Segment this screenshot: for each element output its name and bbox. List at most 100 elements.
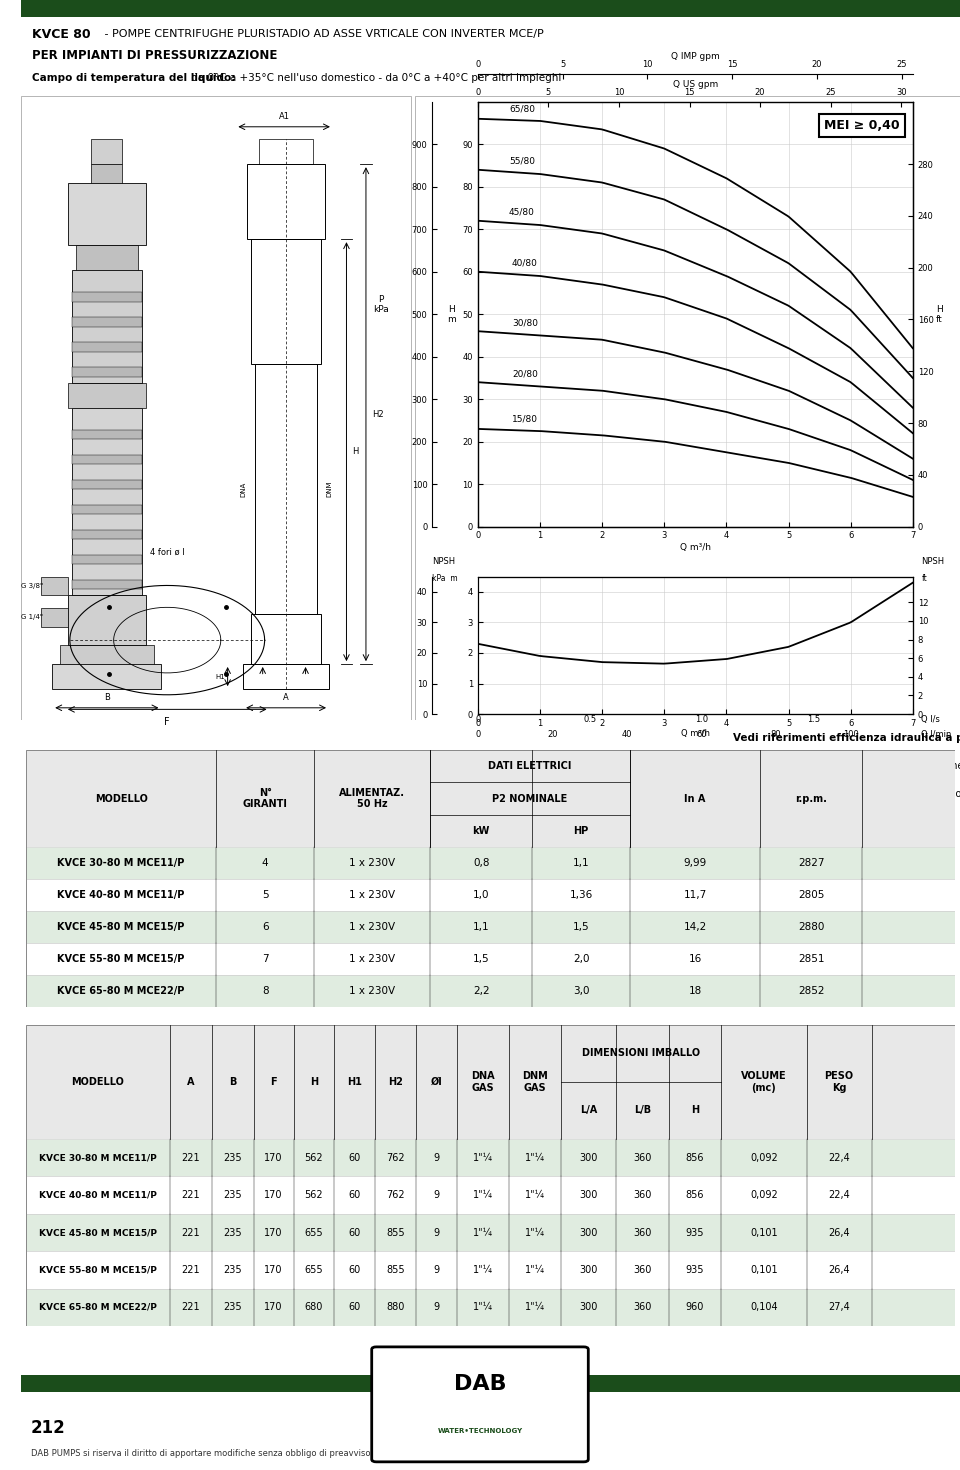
Text: 2,2: 2,2 xyxy=(473,986,490,997)
Text: KVCE 45-80 M MCE15/P: KVCE 45-80 M MCE15/P xyxy=(39,1227,156,1238)
Y-axis label: P
kPa: P kPa xyxy=(373,295,389,315)
Text: 0,104: 0,104 xyxy=(750,1302,778,1313)
Text: 2852: 2852 xyxy=(798,986,825,997)
Text: A1: A1 xyxy=(278,112,290,121)
Text: 1"¼: 1"¼ xyxy=(525,1191,545,1200)
Text: 360: 360 xyxy=(634,1264,652,1274)
Bar xyxy=(40,609,68,626)
Text: PER IMPIANTI DI PRESSURIZZAZIONE: PER IMPIANTI DI PRESSURIZZAZIONE xyxy=(33,49,277,62)
Bar xyxy=(72,529,142,539)
Text: 855: 855 xyxy=(387,1264,405,1274)
Text: P2 NOMINALE: P2 NOMINALE xyxy=(492,794,567,804)
Text: 856: 856 xyxy=(685,1152,705,1163)
Text: Vedi riferimenti efficienza idraulica a pag. 241: Vedi riferimenti efficienza idraulica a … xyxy=(733,732,960,742)
Text: 9: 9 xyxy=(434,1191,440,1200)
Text: G 3/8": G 3/8" xyxy=(21,584,43,589)
Text: 935: 935 xyxy=(685,1264,705,1274)
Bar xyxy=(259,140,313,165)
Text: 0,092: 0,092 xyxy=(750,1152,778,1163)
Text: Q l/min: Q l/min xyxy=(922,729,952,738)
Text: 1"¼: 1"¼ xyxy=(473,1227,493,1238)
Text: 300: 300 xyxy=(580,1227,598,1238)
Text: 80: 80 xyxy=(771,729,781,738)
Text: ALIMENTAZ.
50 Hz: ALIMENTAZ. 50 Hz xyxy=(339,788,405,810)
Text: KVCE 65-80 M MCE22/P: KVCE 65-80 M MCE22/P xyxy=(39,1302,156,1311)
Text: 1"¼: 1"¼ xyxy=(525,1227,545,1238)
Text: 562: 562 xyxy=(304,1152,324,1163)
Text: 60: 60 xyxy=(348,1264,361,1274)
Bar xyxy=(26,975,955,1007)
Text: HP: HP xyxy=(573,826,588,836)
Text: 1 mm²/s e densità pari a 1000 kg/m³. Tolleranza delle curve secondo ISO9906.: 1 mm²/s e densità pari a 1000 kg/m³. Tol… xyxy=(626,788,960,798)
Bar xyxy=(21,1376,960,1392)
Text: G 1/4": G 1/4" xyxy=(21,614,43,620)
Text: 40: 40 xyxy=(622,729,633,738)
Text: 170: 170 xyxy=(264,1152,283,1163)
Text: 1"¼: 1"¼ xyxy=(473,1191,493,1200)
Text: 6: 6 xyxy=(262,922,269,932)
Text: A: A xyxy=(283,692,289,701)
Text: 14,2: 14,2 xyxy=(684,922,707,932)
Text: 0,8: 0,8 xyxy=(473,858,490,869)
Text: POMPE CENTRIFUGHE ELETTRONICHE: POMPE CENTRIFUGHE ELETTRONICHE xyxy=(6,654,15,816)
Text: kPa  m: kPa m xyxy=(432,575,458,584)
Text: 221: 221 xyxy=(181,1264,201,1274)
Text: 680: 680 xyxy=(305,1302,324,1313)
Text: 1 x 230V: 1 x 230V xyxy=(349,858,396,869)
Text: 60: 60 xyxy=(348,1227,361,1238)
Text: 655: 655 xyxy=(304,1264,324,1274)
Text: N°
GIRANTI: N° GIRANTI xyxy=(243,788,288,810)
Bar xyxy=(72,407,142,595)
Text: 235: 235 xyxy=(224,1264,242,1274)
Text: 18: 18 xyxy=(688,986,702,997)
Text: 16: 16 xyxy=(688,954,702,964)
Text: 0,101: 0,101 xyxy=(750,1227,778,1238)
Text: 221: 221 xyxy=(181,1152,201,1163)
Text: 60: 60 xyxy=(348,1302,361,1313)
Text: 170: 170 xyxy=(264,1227,283,1238)
Text: - POMPE CENTRIFUGHE PLURISTADIO AD ASSE VRTICALE CON INVERTER MCE/P: - POMPE CENTRIFUGHE PLURISTADIO AD ASSE … xyxy=(101,29,543,40)
Text: 170: 170 xyxy=(264,1191,283,1200)
Text: 2805: 2805 xyxy=(798,891,825,900)
Text: 300: 300 xyxy=(580,1302,598,1313)
Text: 856: 856 xyxy=(685,1191,705,1200)
Text: 5: 5 xyxy=(262,891,269,900)
Text: 855: 855 xyxy=(387,1227,405,1238)
Text: 1"¼: 1"¼ xyxy=(473,1152,493,1163)
Text: 40/80: 40/80 xyxy=(512,259,538,268)
Text: H1: H1 xyxy=(215,673,225,679)
Text: 221: 221 xyxy=(181,1227,201,1238)
X-axis label: Q m³/h: Q m³/h xyxy=(680,544,710,553)
Text: H2: H2 xyxy=(389,1078,403,1086)
Text: H2: H2 xyxy=(372,410,383,419)
Text: KVCE 45-80 M MCE15/P: KVCE 45-80 M MCE15/P xyxy=(58,922,185,932)
X-axis label: Q IMP gpm: Q IMP gpm xyxy=(671,51,720,60)
Bar xyxy=(72,429,142,440)
Text: 1 x 230V: 1 x 230V xyxy=(349,891,396,900)
Text: 1,0: 1,0 xyxy=(473,891,490,900)
Text: 300: 300 xyxy=(580,1264,598,1274)
Text: 1 x 230V: 1 x 230V xyxy=(349,954,396,964)
Bar xyxy=(21,0,960,18)
Text: 9: 9 xyxy=(434,1264,440,1274)
Text: MEI ≥ 0,40: MEI ≥ 0,40 xyxy=(824,119,900,132)
Text: L/B: L/B xyxy=(634,1105,651,1116)
Text: H: H xyxy=(310,1078,318,1086)
Text: 1,1: 1,1 xyxy=(473,922,490,932)
Text: 1 x 230V: 1 x 230V xyxy=(349,922,396,932)
Text: 1"¼: 1"¼ xyxy=(525,1152,545,1163)
Bar xyxy=(26,1176,955,1214)
Text: 60: 60 xyxy=(348,1191,361,1200)
Text: 655: 655 xyxy=(304,1227,324,1238)
Text: 3,0: 3,0 xyxy=(573,986,589,997)
Text: 9: 9 xyxy=(434,1227,440,1238)
Bar xyxy=(72,479,142,490)
Text: 2827: 2827 xyxy=(798,858,825,869)
Bar xyxy=(251,614,322,664)
Text: 9,99: 9,99 xyxy=(684,858,707,869)
Text: B: B xyxy=(229,1078,236,1086)
Text: 1.5: 1.5 xyxy=(806,714,820,723)
Text: 8: 8 xyxy=(262,986,269,997)
Text: 300: 300 xyxy=(580,1191,598,1200)
Text: 22,4: 22,4 xyxy=(828,1152,850,1163)
